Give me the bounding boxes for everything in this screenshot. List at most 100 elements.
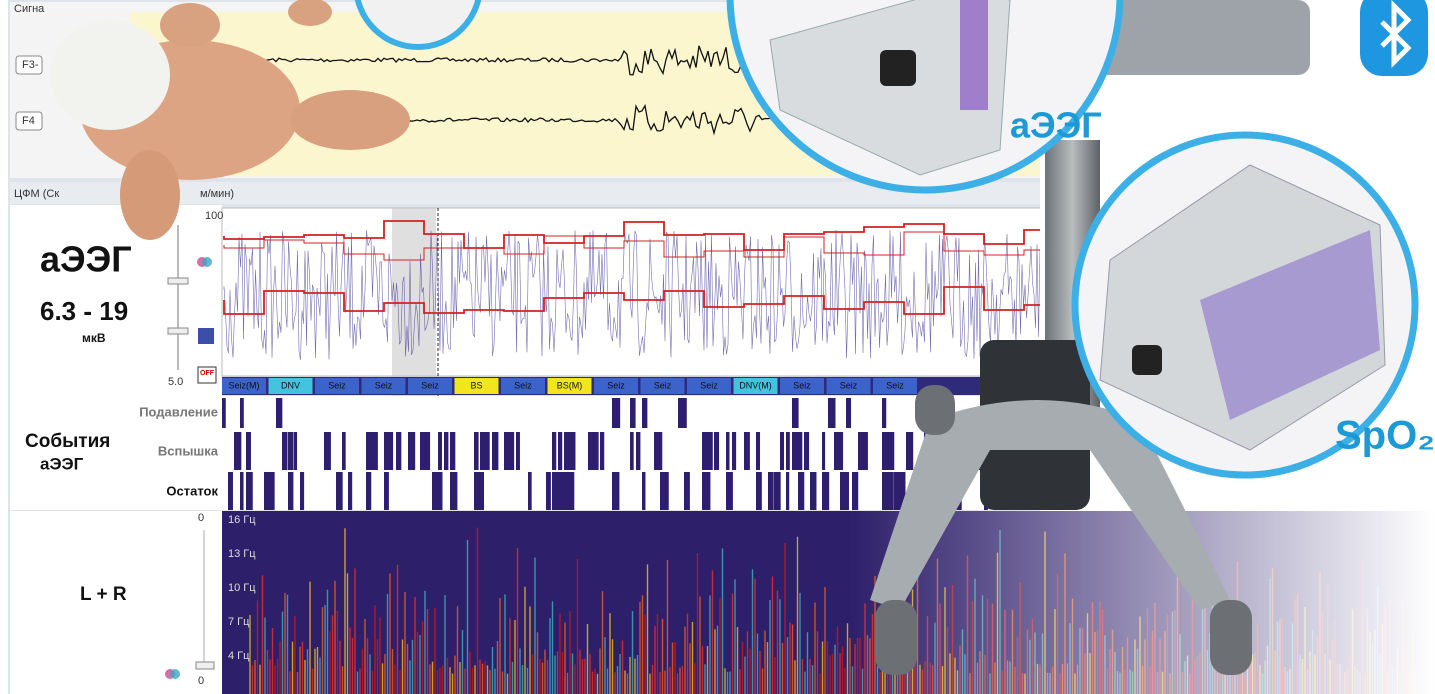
event-mark (726, 432, 730, 470)
event-label: Seiz (840, 380, 858, 390)
aeeg-scale-bottom: 5.0 (168, 376, 183, 388)
event-mark (558, 472, 567, 510)
event-mark (390, 432, 394, 470)
color-icon[interactable] (170, 669, 180, 679)
event-mark (636, 432, 641, 470)
event-mark (792, 398, 799, 428)
event-mark (564, 432, 572, 470)
event-mark (336, 472, 343, 510)
spectrum-scale-top: 0 (198, 512, 204, 524)
event-mark (708, 432, 713, 470)
event-mark (294, 432, 298, 470)
off-icon[interactable]: OFF (200, 370, 215, 377)
event-mark (822, 432, 826, 470)
event-mark (246, 432, 251, 470)
device-button (880, 50, 916, 86)
view-button[interactable] (198, 328, 214, 344)
event-label: DNV(M) (739, 380, 772, 390)
frequency-label: 10 Гц (228, 582, 256, 594)
event-label: Seiz (654, 380, 672, 390)
event-mark (486, 432, 490, 470)
margin-line (223, 231, 1064, 261)
slider-handle[interactable] (167, 277, 189, 285)
event-label: Seiz (793, 380, 811, 390)
detail-circle (354, 0, 482, 50)
event-mark (474, 472, 481, 510)
event-tag (501, 378, 545, 394)
event-mark (246, 472, 253, 510)
baby-photo (50, 0, 410, 240)
event-mark (510, 432, 515, 470)
channel-label[interactable]: F3- (22, 59, 39, 71)
event-mark (384, 432, 393, 470)
event-mark (240, 398, 244, 428)
slider-handle[interactable] (195, 661, 215, 670)
event-mark (684, 472, 690, 510)
event-label: Seiz (421, 380, 439, 390)
event-mark (786, 432, 790, 470)
event-mark (372, 432, 378, 470)
event-mark (324, 432, 331, 470)
event-mark (546, 472, 551, 510)
event-mark (240, 472, 244, 510)
device-button (1132, 345, 1162, 375)
event-mark (840, 432, 844, 470)
event-mark (222, 398, 226, 428)
color-icon[interactable] (202, 257, 212, 267)
event-mark (792, 432, 799, 470)
event-mark (558, 432, 563, 470)
event-mark (714, 432, 720, 470)
event-mark (864, 432, 868, 470)
channel-button[interactable] (15, 111, 43, 131)
event-label: DNV (281, 380, 300, 390)
event-mark (630, 398, 636, 428)
baby-hand (160, 3, 220, 47)
event-mark (894, 472, 903, 510)
aeeg-device-label: аЭЭГ (1010, 105, 1102, 146)
event-mark (444, 432, 449, 470)
aeeg-range: 6.3 - 19 (40, 296, 128, 326)
event-mark (702, 432, 711, 470)
event-tag (315, 378, 359, 394)
event-mark (798, 472, 805, 510)
slider-handle[interactable] (167, 327, 189, 335)
event-mark (846, 398, 852, 428)
event-mark (282, 432, 288, 470)
cfm-title: ЦФМ (Ск (14, 188, 59, 200)
event-mark (756, 472, 762, 510)
event-rows-title: События (25, 431, 110, 452)
margin-line (223, 286, 1064, 315)
event-mark (774, 472, 781, 510)
spectrum-scale-bottom: 0 (198, 675, 204, 687)
event-tag (687, 378, 731, 394)
cart-base (870, 400, 1230, 610)
channel-label[interactable]: F4 (22, 115, 35, 127)
event-mark (594, 432, 599, 470)
event-mark (342, 432, 346, 470)
off-button[interactable] (197, 366, 217, 384)
keyboard-tray (1090, 0, 1310, 75)
event-mark (600, 432, 605, 470)
event-tag (733, 378, 778, 394)
aeeg-trace (223, 229, 1044, 360)
event-mark (564, 472, 571, 510)
bluetooth-glyph (1380, 0, 1412, 69)
event-tag (408, 378, 452, 394)
spo2-device-label: SpO₂ (1335, 414, 1435, 458)
event-mark (426, 432, 431, 470)
event-mark (384, 472, 389, 510)
event-mark (504, 432, 511, 470)
event-mark (228, 472, 233, 510)
event-mark (768, 472, 774, 510)
event-mark (906, 432, 914, 470)
event-mark (480, 432, 487, 470)
event-mark (612, 472, 620, 510)
event-mark (366, 472, 372, 510)
event-mark (642, 398, 648, 428)
channel-button[interactable] (15, 55, 43, 75)
event-tag (873, 378, 917, 394)
event-mark (450, 472, 458, 510)
event-mark (888, 432, 895, 470)
event-mark (834, 432, 841, 470)
